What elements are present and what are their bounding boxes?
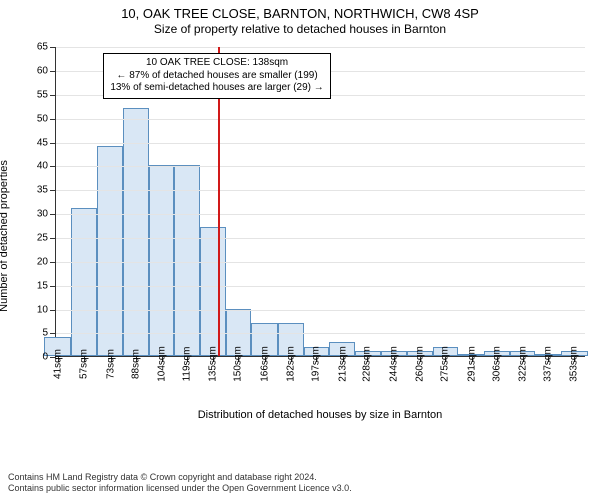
x-tick-label: 41sqm [52, 349, 63, 379]
y-tick [50, 71, 56, 72]
x-tick-label: 166sqm [259, 346, 270, 382]
chart-title-block: 10, OAK TREE CLOSE, BARNTON, NORTHWICH, … [0, 0, 600, 37]
x-tick-label: 353sqm [569, 346, 580, 382]
y-tick [50, 95, 56, 96]
x-tick-label: 182sqm [286, 346, 297, 382]
grid-line [56, 190, 585, 191]
x-tick-label: 228sqm [362, 346, 373, 382]
y-tick [50, 143, 56, 144]
x-axis-label: Distribution of detached houses by size … [55, 409, 585, 421]
footer-attribution: Contains HM Land Registry data © Crown c… [8, 472, 352, 495]
x-tick-label: 306sqm [491, 346, 502, 382]
y-tick [50, 190, 56, 191]
x-tick-label: 73sqm [105, 349, 116, 379]
footer-line2: Contains public sector information licen… [8, 483, 352, 494]
x-tick-label: 337sqm [542, 346, 553, 382]
x-tick-label: 291sqm [466, 346, 477, 382]
y-tick-label: 40 [37, 161, 48, 172]
y-tick-label: 35 [37, 185, 48, 196]
grid-line [56, 310, 585, 311]
y-tick [50, 119, 56, 120]
y-tick-label: 65 [37, 42, 48, 53]
y-tick-label: 25 [37, 233, 48, 244]
plot-area: 0510152025303540455055606541sqm57sqm73sq… [55, 47, 585, 357]
x-tick-label: 150sqm [233, 346, 244, 382]
grid-line [56, 214, 585, 215]
y-tick-label: 15 [37, 280, 48, 291]
grid-line [56, 262, 585, 263]
y-tick-label: 45 [37, 137, 48, 148]
x-tick-label: 275sqm [440, 346, 451, 382]
grid-line [56, 119, 585, 120]
chart-title-line2: Size of property relative to detached ho… [0, 22, 600, 37]
x-tick-label: 88sqm [130, 349, 141, 379]
y-tick [50, 262, 56, 263]
histogram-bar [97, 146, 123, 356]
y-tick-label: 10 [37, 304, 48, 315]
y-tick [50, 238, 56, 239]
annotation-line2: ← 87% of detached houses are smaller (19… [110, 70, 323, 83]
grid-line [56, 238, 585, 239]
annotation-box: 10 OAK TREE CLOSE: 138sqm← 87% of detach… [103, 53, 330, 99]
grid-line [56, 166, 585, 167]
y-tick-label: 60 [37, 66, 48, 77]
histogram-bar [200, 227, 226, 356]
y-tick-label: 30 [37, 209, 48, 220]
y-tick-label: 55 [37, 89, 48, 100]
annotation-line3: 13% of semi-detached houses are larger (… [110, 82, 323, 95]
grid-line [56, 47, 585, 48]
y-tick-label: 20 [37, 256, 48, 267]
histogram-bar [174, 165, 200, 356]
y-tick [50, 214, 56, 215]
x-tick-label: 135sqm [208, 346, 219, 382]
x-tick-label: 104sqm [157, 346, 168, 382]
x-tick-label: 57sqm [79, 349, 90, 379]
y-tick [50, 47, 56, 48]
y-tick [50, 333, 56, 334]
x-tick-label: 197sqm [311, 346, 322, 382]
y-tick [50, 310, 56, 311]
grid-line [56, 333, 585, 334]
y-tick-label: 0 [42, 352, 48, 363]
x-tick-label: 244sqm [388, 346, 399, 382]
y-axis-label: Number of detached properties [0, 160, 10, 312]
grid-line [56, 286, 585, 287]
x-tick-label: 213sqm [337, 346, 348, 382]
y-tick-label: 50 [37, 113, 48, 124]
y-tick [50, 166, 56, 167]
histogram-bar [123, 108, 149, 356]
annotation-line1: 10 OAK TREE CLOSE: 138sqm [110, 57, 323, 70]
footer-line1: Contains HM Land Registry data © Crown c… [8, 472, 352, 483]
x-tick-label: 119sqm [181, 347, 192, 382]
y-tick-label: 5 [42, 328, 48, 339]
y-tick [50, 286, 56, 287]
chart-container: Number of detached properties 0510152025… [0, 37, 600, 435]
histogram-bar [149, 165, 175, 356]
grid-line [56, 143, 585, 144]
x-tick-label: 322sqm [518, 346, 529, 382]
chart-title-line1: 10, OAK TREE CLOSE, BARNTON, NORTHWICH, … [0, 6, 600, 22]
x-tick-label: 260sqm [415, 346, 426, 382]
